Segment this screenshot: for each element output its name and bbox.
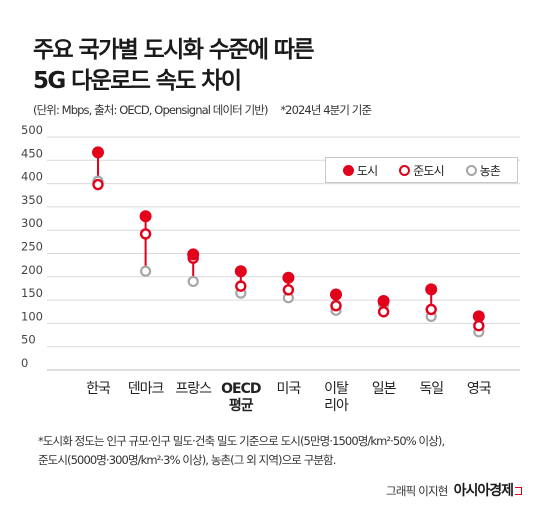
suburban-point bbox=[92, 178, 104, 191]
y-tick-label: 0 bbox=[21, 356, 28, 370]
filled-circle-icon bbox=[342, 164, 354, 176]
footnote: *도시화 정도는 인구 규모·인구 밀도·건축 밀도 기준으로 도시(5만명·1… bbox=[38, 432, 445, 470]
suburban-point bbox=[235, 280, 247, 292]
legend-label-rural: 농촌 bbox=[479, 163, 501, 178]
x-category-label: OECD bbox=[221, 381, 261, 397]
chart-title-line-2: 5G 다운로드 속도 차이 bbox=[33, 68, 242, 94]
legend-item-suburban: 준도시 bbox=[399, 162, 445, 179]
credit-brand: 아시아경제 bbox=[453, 483, 514, 499]
city-point bbox=[377, 295, 390, 308]
brand-logo-icon bbox=[515, 487, 522, 495]
city-point bbox=[282, 271, 295, 284]
source-note: (단위: Mbps, 출처: OECD, Opensignal 데이터 기반) … bbox=[33, 102, 372, 118]
city-point bbox=[425, 283, 438, 296]
date-note: *2024년 4분기 기준 bbox=[280, 103, 372, 117]
x-category-label: 일본 bbox=[372, 381, 397, 397]
footnote-line-1: *도시화 정도는 인구 규모·인구 밀도·건축 밀도 기준으로 도시(5만명·1… bbox=[38, 434, 445, 448]
x-category-label: 리아 bbox=[324, 398, 349, 414]
y-tick-label: 50 bbox=[21, 333, 36, 347]
x-category-label: 독일 bbox=[419, 381, 443, 397]
unit-source-note: (단위: Mbps, 출처: OECD, Opensignal 데이터 기반) bbox=[33, 103, 268, 117]
city-point bbox=[330, 288, 342, 301]
suburban-point bbox=[139, 228, 152, 240]
rural-point bbox=[187, 275, 199, 288]
footnote-line-2: 준도시(5000명·300명/km²·3% 이상), 농촌(그 외 지역)으로 … bbox=[38, 453, 336, 467]
hollow-red-circle-icon bbox=[399, 164, 411, 176]
chart-title: 주요 국가별 도시화 수준에 따른 5G 다운로드 속도 차이 bbox=[33, 35, 315, 97]
y-tick-label: 400 bbox=[21, 170, 43, 184]
suburban-point bbox=[473, 320, 485, 332]
credit: 그래픽 이지현 아시아경제 bbox=[386, 480, 522, 500]
x-category-label: 한국 bbox=[86, 381, 111, 397]
rural-point bbox=[140, 265, 152, 277]
suburban-point bbox=[425, 303, 437, 316]
x-category-label: 덴마크 bbox=[128, 381, 165, 397]
y-tick-label: 450 bbox=[21, 146, 43, 160]
legend-label-suburban: 준도시 bbox=[413, 163, 445, 178]
y-tick-label: 250 bbox=[21, 240, 43, 254]
x-category-label: 영국 bbox=[467, 381, 492, 397]
city-point bbox=[139, 210, 152, 223]
city-point bbox=[187, 248, 200, 261]
x-category-label: 미국 bbox=[277, 381, 302, 397]
y-tick-label: 150 bbox=[21, 286, 43, 300]
y-tick-label: 100 bbox=[21, 309, 43, 323]
chart-title-line-1: 주요 국가별 도시화 수준에 따른 bbox=[33, 37, 315, 63]
suburban-point bbox=[282, 284, 295, 296]
y-axis-ticks: 0 50 100 150 200 250 300 350 400 450 500 bbox=[21, 123, 43, 370]
suburban-point bbox=[330, 299, 342, 312]
legend-item-rural: 농촌 bbox=[465, 162, 501, 179]
y-tick-label: 300 bbox=[21, 216, 43, 230]
x-category-label: 이탈 bbox=[324, 381, 349, 397]
legend-item-city: 도시 bbox=[342, 162, 378, 179]
x-category-label: 평균 bbox=[229, 397, 254, 414]
y-tick-label: 200 bbox=[21, 263, 43, 277]
legend-label-city: 도시 bbox=[356, 163, 378, 178]
city-point bbox=[234, 265, 247, 278]
dot-plot-chart: 0 50 100 150 200 250 300 350 400 450 500 한국 덴마크 프랑스 O… bbox=[21, 123, 520, 414]
suburban-point bbox=[377, 306, 390, 318]
city-point bbox=[92, 146, 104, 159]
hollow-gray-circle-icon bbox=[465, 164, 477, 176]
data-markers bbox=[92, 146, 485, 338]
city-point bbox=[472, 310, 485, 323]
credit-author: 그래픽 이지현 bbox=[386, 484, 448, 498]
x-category-label: 프랑스 bbox=[175, 381, 212, 397]
y-tick-label: 500 bbox=[21, 123, 43, 137]
chart-legend: 도시 준도시 농촌 bbox=[325, 157, 518, 183]
y-tick-label: 350 bbox=[21, 193, 43, 207]
